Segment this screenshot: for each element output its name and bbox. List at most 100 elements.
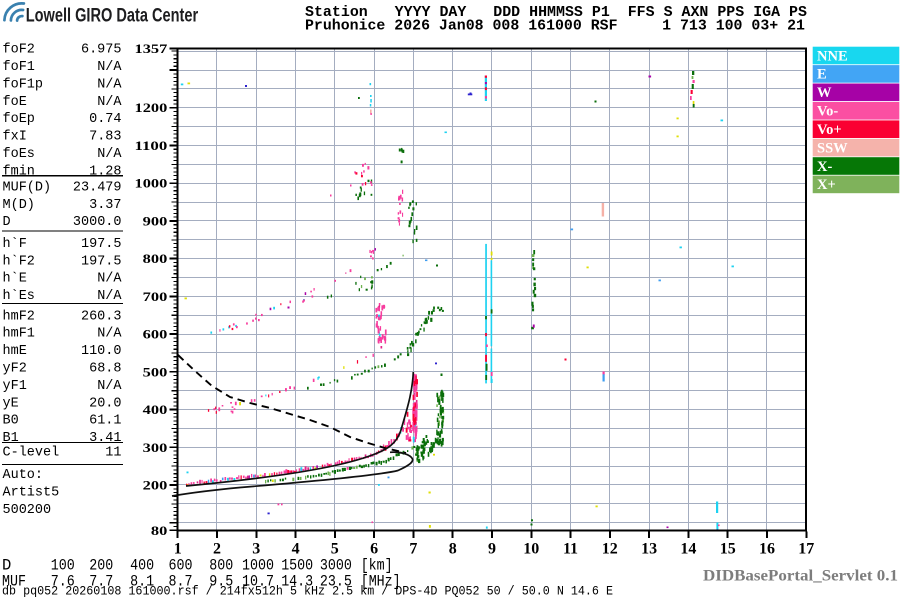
svg-text:3000.0: 3000.0: [73, 215, 122, 230]
svg-text:Vo-: Vo-: [817, 104, 838, 120]
svg-text:10: 10: [523, 540, 539, 557]
svg-text:8.7: 8.7: [169, 573, 193, 591]
svg-text:foF2: foF2: [3, 43, 35, 58]
svg-text:D: D: [2, 557, 11, 575]
svg-text:100: 100: [51, 557, 75, 575]
svg-text:1000: 1000: [242, 557, 274, 575]
svg-text:11: 11: [105, 446, 121, 461]
svg-text:foF1: foF1: [3, 60, 35, 75]
svg-text:400: 400: [130, 557, 154, 575]
svg-text:23.5: 23.5: [320, 573, 352, 591]
svg-text:X-: X-: [817, 159, 832, 175]
svg-text:10.7: 10.7: [242, 573, 274, 591]
svg-text:3000: 3000: [320, 557, 352, 575]
svg-text:20.0: 20.0: [89, 396, 121, 411]
svg-text:MUF(D): MUF(D): [3, 180, 52, 195]
svg-text:3: 3: [252, 540, 260, 557]
svg-text:foEs: foEs: [3, 147, 35, 162]
svg-text:15: 15: [720, 540, 736, 557]
svg-text:yE: yE: [3, 396, 19, 411]
svg-text:h`F2: h`F2: [3, 254, 35, 269]
svg-text:8.1: 8.1: [130, 573, 154, 591]
svg-text:N/A: N/A: [97, 147, 122, 162]
svg-text:9: 9: [488, 540, 496, 557]
svg-text:N/A: N/A: [97, 60, 122, 75]
svg-text:h`Es: h`Es: [3, 289, 35, 304]
svg-text:3.41: 3.41: [89, 431, 121, 446]
svg-text:61.1: 61.1: [89, 414, 121, 429]
svg-text:7.6: 7.6: [51, 573, 75, 591]
svg-text:1000: 1000: [135, 176, 168, 191]
svg-text:SSW: SSW: [817, 140, 848, 156]
svg-text:4: 4: [292, 540, 300, 557]
svg-text:NNE: NNE: [817, 48, 848, 64]
svg-text:hmE: hmE: [3, 344, 27, 359]
svg-text:N/A: N/A: [97, 95, 122, 110]
svg-text:E: E: [817, 67, 827, 83]
svg-text:hmF2: hmF2: [3, 309, 35, 324]
svg-text:700: 700: [143, 289, 168, 304]
svg-text:W: W: [817, 85, 832, 101]
svg-text:200: 200: [143, 478, 168, 493]
svg-text:800: 800: [143, 251, 168, 266]
svg-text:197.5: 197.5: [81, 237, 122, 252]
svg-text:db pq052 20260108 161000.rsf /: db pq052 20260108 161000.rsf / 214fx512h…: [2, 585, 613, 599]
svg-text:h`F: h`F: [3, 237, 27, 252]
svg-text:Station YYYY DAY DDD HHMMS: Station YYYY DAY DDD HHMMSS P1 FFS S AXN…: [305, 4, 807, 21]
svg-text:DIDBasePortal_Servlet 0.1: DIDBasePortal_Servlet 0.1: [703, 568, 898, 585]
svg-text:8: 8: [449, 540, 457, 557]
svg-text:[km]: [km]: [361, 557, 393, 575]
svg-text:14: 14: [680, 540, 696, 557]
svg-text:D: D: [3, 215, 11, 230]
svg-text:yF1: yF1: [3, 379, 27, 394]
svg-text:N/A: N/A: [97, 327, 122, 342]
svg-text:1200: 1200: [135, 100, 168, 115]
svg-text:foE: foE: [3, 95, 27, 110]
svg-text:0.74: 0.74: [89, 112, 121, 127]
svg-text:400: 400: [143, 402, 168, 417]
svg-text:13: 13: [641, 540, 657, 557]
svg-text:900: 900: [143, 213, 168, 228]
svg-text:[MHz]: [MHz]: [361, 573, 401, 591]
svg-text:hmF1: hmF1: [3, 327, 35, 342]
svg-text:X+: X+: [817, 177, 836, 193]
svg-text:12: 12: [602, 540, 618, 557]
svg-text:14.3: 14.3: [281, 573, 313, 591]
svg-text:Pruhonice 2026 Jan08 008 16100: Pruhonice 2026 Jan08 008 161000 RSF 1 71…: [305, 18, 805, 35]
svg-text:Artist5: Artist5: [3, 485, 60, 500]
svg-text:68.8: 68.8: [89, 362, 121, 377]
svg-text:200: 200: [89, 557, 113, 575]
svg-text:17: 17: [798, 540, 814, 557]
svg-text:h`E: h`E: [3, 272, 27, 287]
svg-text:500: 500: [143, 364, 168, 379]
svg-text:C-level: C-level: [3, 446, 60, 461]
svg-text:7: 7: [409, 540, 417, 557]
svg-text:1500: 1500: [281, 557, 313, 575]
svg-text:B1: B1: [3, 431, 19, 446]
svg-text:600: 600: [169, 557, 193, 575]
svg-text:yF2: yF2: [3, 362, 27, 377]
svg-text:Auto:: Auto:: [3, 468, 44, 483]
svg-text:300: 300: [143, 440, 168, 455]
svg-text:1357: 1357: [135, 41, 168, 56]
svg-text:Vo+: Vo+: [817, 122, 842, 138]
svg-text:7.7: 7.7: [89, 573, 113, 591]
svg-text:N/A: N/A: [97, 289, 122, 304]
svg-text:16: 16: [759, 540, 775, 557]
svg-text:Lowell GIRO Data Center: Lowell GIRO Data Center: [26, 5, 199, 27]
svg-text:3.37: 3.37: [89, 198, 121, 213]
svg-text:N/A: N/A: [97, 379, 122, 394]
svg-text:fmin: fmin: [3, 164, 35, 179]
svg-text:2: 2: [213, 540, 221, 557]
svg-text:1.28: 1.28: [89, 164, 121, 179]
svg-text:9.5: 9.5: [209, 573, 233, 591]
svg-text:1100: 1100: [135, 138, 168, 153]
svg-text:11: 11: [563, 540, 578, 557]
svg-text:110.0: 110.0: [81, 344, 122, 359]
svg-text:5: 5: [331, 540, 339, 557]
svg-text:N/A: N/A: [97, 77, 122, 92]
svg-text:7.83: 7.83: [89, 130, 121, 145]
svg-text:M(D): M(D): [3, 198, 35, 213]
svg-text:6: 6: [370, 540, 378, 557]
svg-text:800: 800: [209, 557, 233, 575]
